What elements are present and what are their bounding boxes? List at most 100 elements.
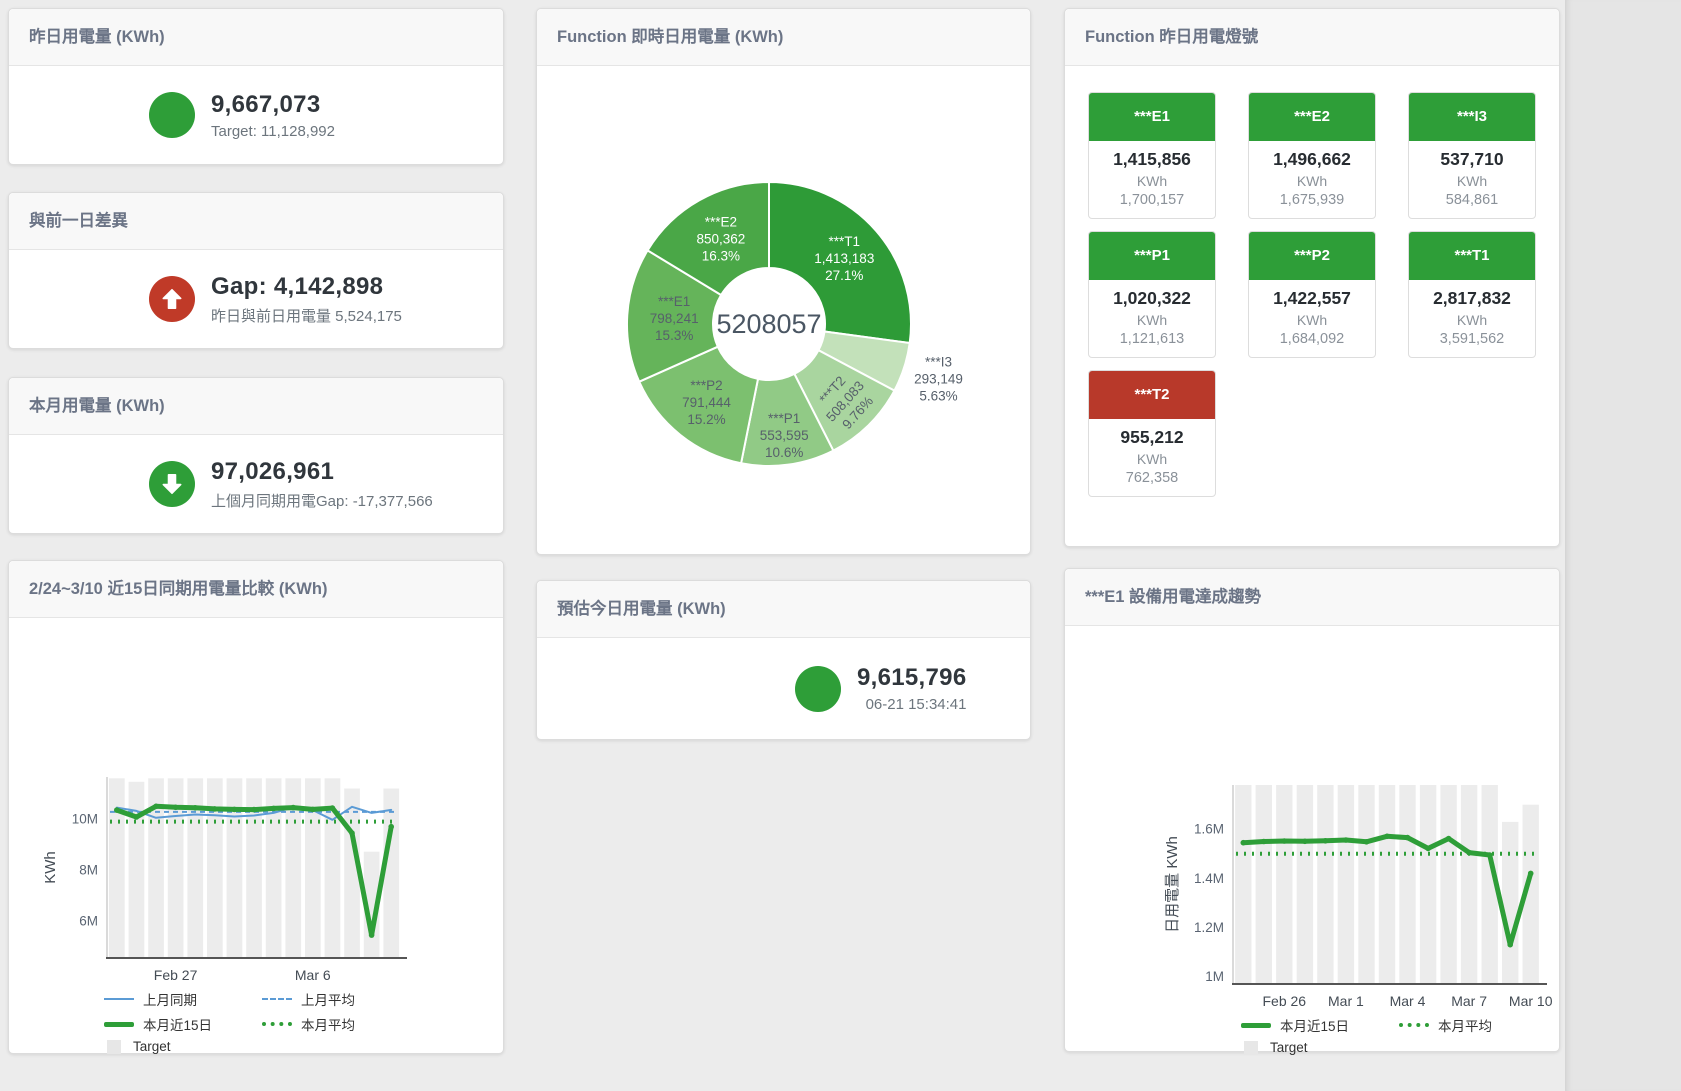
target-bar bbox=[383, 788, 400, 958]
legend-item-prev-avg[interactable]: 上月平均 bbox=[262, 989, 355, 1009]
target-bar bbox=[109, 778, 125, 958]
target-bar bbox=[1276, 785, 1293, 984]
legend-label: Target bbox=[133, 1039, 171, 1054]
tile-name: ***T1 bbox=[1409, 232, 1535, 280]
target-bar bbox=[1358, 785, 1375, 984]
target-bar bbox=[1255, 785, 1272, 984]
tile-name: ***P1 bbox=[1089, 232, 1215, 280]
tile-target: 3,591,562 bbox=[1439, 331, 1505, 347]
series-point bbox=[1322, 838, 1329, 844]
series-point bbox=[368, 932, 375, 938]
donut-slice-E1[interactable] bbox=[625, 249, 723, 384]
tile-body: 1,422,557 KWh 1,684,092 bbox=[1249, 280, 1375, 357]
tile-unit: KWh bbox=[1456, 312, 1488, 328]
tile-target: 1,675,939 bbox=[1279, 192, 1345, 208]
tile-value: 1,496,662 bbox=[1273, 149, 1351, 169]
legend-item-target[interactable]: Target bbox=[1241, 1040, 1308, 1055]
legend-item-cur-avg[interactable]: 本月平均 bbox=[1399, 1015, 1492, 1035]
y-tick-label: 10M bbox=[72, 812, 98, 827]
y-tick-label: 1M bbox=[1205, 969, 1224, 984]
trend-chart: 1M 1.2M 1.4M 1.6M Feb 26 Mar 1 Mar 4 Mar 7 Mar 1… bbox=[1164, 785, 1553, 1009]
donut-slice-label: ***I3 293,149 5.63% bbox=[914, 355, 963, 404]
series-point bbox=[270, 805, 277, 812]
tile-value: 955,212 bbox=[1120, 427, 1184, 447]
status-tile: ***T1 2,817,832 KWh 3,591,562 bbox=[1408, 231, 1536, 358]
kpi-value: 9,667,073 bbox=[211, 90, 321, 118]
tile-value: 1,422,557 bbox=[1273, 288, 1351, 308]
target-bar bbox=[1399, 785, 1416, 984]
tile-target: 584,861 bbox=[1445, 192, 1499, 208]
card-title: Function 昨日用電燈號 bbox=[1065, 9, 1559, 66]
y-axis-label: KWh bbox=[42, 851, 59, 884]
donut-slice-T1[interactable] bbox=[768, 180, 912, 345]
tile-body: 2,817,832 KWh 3,591,562 bbox=[1409, 280, 1535, 357]
series-point bbox=[290, 804, 297, 811]
realtime-donut-chart: ***T1 1,413,183 27.1% ***I3 293,149 5.63% ***T… bbox=[625, 180, 963, 467]
donut-slice-E2[interactable] bbox=[646, 180, 770, 297]
series-point bbox=[388, 823, 395, 830]
tile-unit: KWh bbox=[1456, 173, 1488, 189]
status-tile: ***I3 537,710 KWh 584,861 bbox=[1408, 92, 1536, 219]
card-realtime-donut: Function 即時日用電量 (KWh) ***T1 1,413,183 27.1… bbox=[536, 8, 1031, 555]
legend-label: Target bbox=[1270, 1040, 1308, 1055]
status-circle-icon bbox=[149, 92, 195, 138]
compare-chart-body: 6M 8M 10M Feb 27 Mar 6 KWh 上月同期 上月平均 本月近15日 本… bbox=[9, 618, 503, 1054]
target-bar bbox=[1337, 785, 1355, 984]
status-tile: ***P2 1,422,557 KWh 1,684,092 bbox=[1248, 231, 1376, 358]
series-point bbox=[329, 805, 336, 811]
donut-slice-label: ***P2 791,444 15.2% bbox=[682, 378, 731, 427]
trend-chart-body: 1M 1.2M 1.4M 1.6M Feb 26 Mar 1 Mar 4 Mar 7 Mar 1… bbox=[1065, 626, 1559, 1055]
series-point bbox=[1466, 849, 1472, 856]
series-point bbox=[172, 804, 179, 811]
legend-item-cur-avg[interactable]: 本月平均 bbox=[262, 1014, 355, 1034]
series-point bbox=[1404, 834, 1411, 841]
donut-hole bbox=[714, 269, 824, 379]
series-point bbox=[349, 830, 355, 836]
gray-square-swatch-icon bbox=[1244, 1040, 1258, 1055]
tile-value: 2,817,832 bbox=[1433, 288, 1511, 308]
target-bar bbox=[207, 778, 223, 958]
series-point bbox=[192, 805, 198, 811]
tile-unit: KWh bbox=[1136, 451, 1168, 467]
card-title: 與前一日差異 bbox=[9, 193, 503, 250]
series-point bbox=[212, 806, 218, 812]
target-bar bbox=[1481, 785, 1498, 984]
x-tick-label: Feb 27 bbox=[154, 967, 198, 983]
target-bar bbox=[305, 778, 321, 958]
card-title: 2/24~3/10 近15日同期用電量比較 (KWh) bbox=[9, 561, 503, 618]
legend-label: 本月平均 bbox=[301, 1018, 355, 1033]
card-e1-trend: ***E1 設備用電達成趨勢 1M 1.2M 1.4M 1.6M Feb 26 Mar 1… bbox=[1064, 568, 1560, 1055]
blue-dash-swatch-icon bbox=[262, 998, 292, 1000]
tile-body: 1,020,322 KWh 1,121,613 bbox=[1089, 280, 1215, 357]
trend-legend: 本月近15日 本月平均 Target bbox=[1241, 1015, 1492, 1055]
tile-body: 1,415,856 KWh 1,700,157 bbox=[1089, 141, 1215, 218]
legend-item-prev-period[interactable]: 上月同期 bbox=[104, 989, 262, 1009]
donut-slice-P2[interactable] bbox=[637, 345, 760, 465]
right-gutter bbox=[1565, 0, 1681, 1091]
series-point bbox=[1425, 845, 1431, 852]
target-bar bbox=[1317, 785, 1334, 984]
arrow-down-icon bbox=[162, 473, 182, 495]
kpi-row: 97,026,961 上個月同期用電Gap: -17,377,566 bbox=[9, 435, 503, 533]
series-point bbox=[251, 806, 257, 813]
kpi-timestamp: 06-21 15:34:41 bbox=[865, 696, 967, 713]
series-point bbox=[1261, 838, 1267, 845]
tile-body: 537,710 KWh 584,861 bbox=[1409, 141, 1535, 218]
series-point bbox=[1486, 852, 1493, 858]
tile-body: 1,496,662 KWh 1,675,939 bbox=[1249, 141, 1375, 218]
compare-chart: 6M 8M 10M Feb 27 Mar 6 KWh bbox=[42, 777, 407, 983]
legend-label: 上月平均 bbox=[301, 993, 355, 1008]
tile-unit: KWh bbox=[1296, 173, 1328, 189]
gray-square-swatch-icon bbox=[107, 1039, 121, 1054]
donut-slice-label: ***E2 850,362 16.3% bbox=[696, 215, 745, 264]
target-bar bbox=[1502, 821, 1519, 984]
status-circle-icon bbox=[795, 665, 841, 712]
x-tick-label: Mar 6 bbox=[295, 967, 331, 983]
legend-item-target[interactable]: Target bbox=[104, 1039, 171, 1054]
kpi-row: Gap: 4,142,898 昨日與前日用電量 5,524,175 bbox=[9, 250, 503, 348]
x-tick-label: Mar 10 bbox=[1509, 993, 1553, 1009]
target-bar bbox=[1378, 785, 1396, 984]
legend-item-cur15[interactable]: 本月近15日 bbox=[104, 1014, 262, 1034]
series-point bbox=[310, 806, 316, 813]
legend-item-cur15[interactable]: 本月近15日 bbox=[1241, 1015, 1399, 1035]
